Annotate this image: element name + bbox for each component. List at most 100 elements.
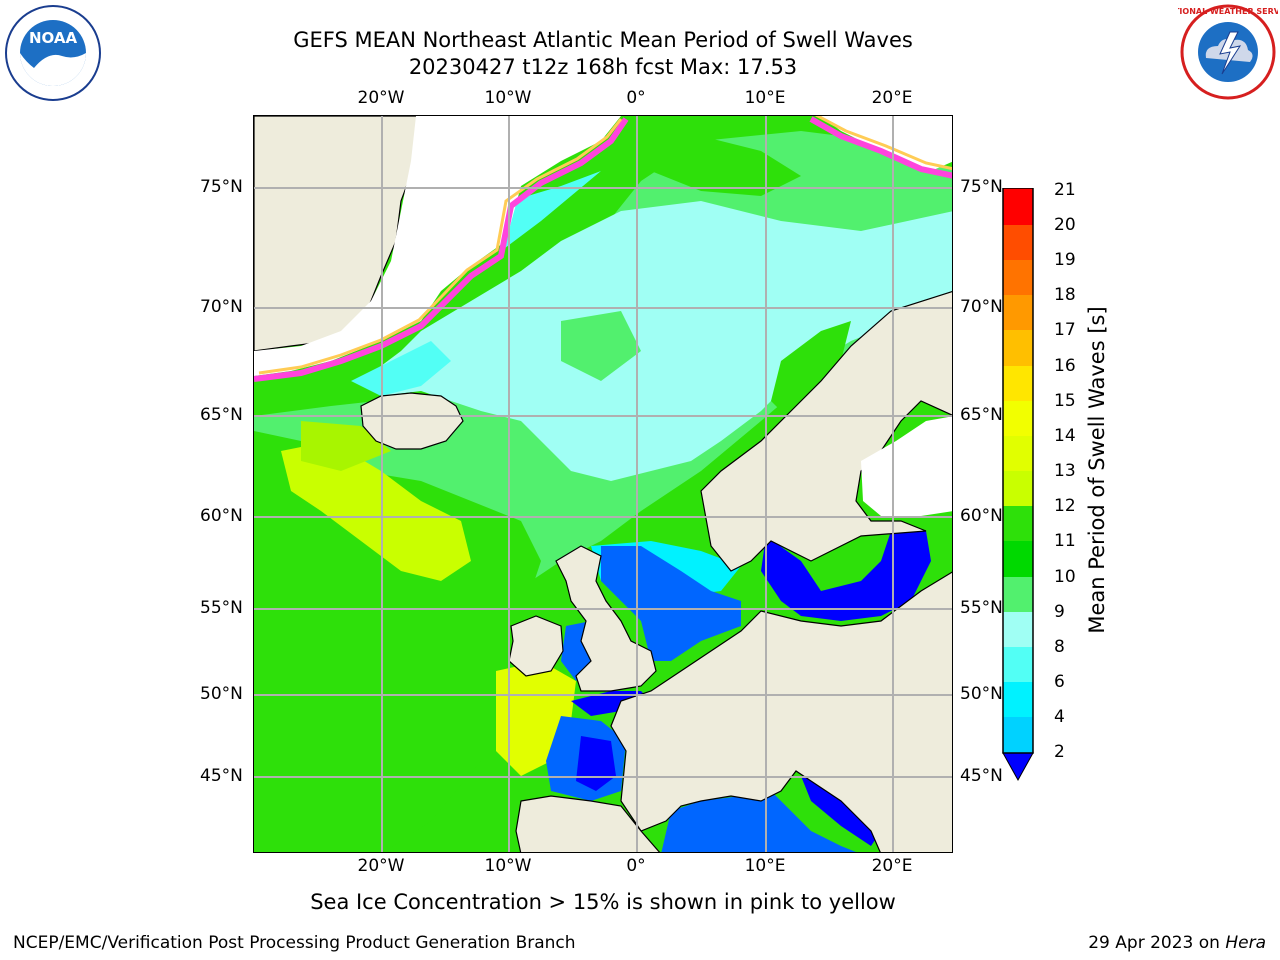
colorbar-label: 11 xyxy=(1054,531,1076,551)
colorbar-swatch xyxy=(1003,541,1033,577)
swell-period-map xyxy=(254,116,952,852)
green-patch-mid xyxy=(561,311,641,381)
colorbar-label: 4 xyxy=(1054,707,1065,727)
cyan-zone-2 xyxy=(351,341,451,396)
lon-tick-top: 10°W xyxy=(484,88,532,108)
colorbar-label: 20 xyxy=(1054,215,1076,235)
nws-logo-text: NATIONAL WEATHER SERVICE xyxy=(1178,7,1278,16)
colorbar-label: 10 xyxy=(1054,567,1076,587)
finland-white xyxy=(861,416,952,516)
colorbar-title: Mean Period of Swell Waves [s] xyxy=(1085,306,1109,634)
colorbar-swatch xyxy=(1003,682,1033,717)
colorbar-swatch xyxy=(1003,401,1033,436)
map-subtitle: 20230427 t12z 168h fcst Max: 17.53 xyxy=(408,55,798,79)
colorbar-label: 12 xyxy=(1054,496,1076,516)
lon-tick-bottom: 10°W xyxy=(484,856,532,876)
colorbar-swatch xyxy=(1003,506,1033,541)
lat-tick-left: 50°N xyxy=(200,684,243,704)
lat-tick-left: 75°N xyxy=(200,177,243,197)
colorbar-label: 8 xyxy=(1054,637,1065,657)
scandinavia-land xyxy=(700,291,952,572)
graticule xyxy=(254,116,952,852)
iberia-land xyxy=(515,795,661,852)
colorbar-swatches xyxy=(1003,188,1033,753)
nws-logo: NATIONAL WEATHER SERVICE xyxy=(1178,4,1278,100)
colorbar-swatch xyxy=(1003,717,1033,753)
map-title: GEFS MEAN Northeast Atlantic Mean Period… xyxy=(293,28,913,52)
yellow-green-field xyxy=(281,441,471,581)
colorbar-swatch xyxy=(1003,188,1033,225)
lat-tick-left: 60°N xyxy=(200,506,243,526)
map-panel xyxy=(253,115,953,853)
colorbar-label: 16 xyxy=(1054,356,1076,376)
europe-mainland xyxy=(610,571,952,852)
lat-tick-right: 55°N xyxy=(960,598,1003,618)
footer-host: Hera xyxy=(1225,933,1266,953)
colorbar-label: 2 xyxy=(1054,742,1065,762)
cyan-zone xyxy=(501,171,601,251)
green-norway-coast xyxy=(771,321,851,421)
mediterranean-blue xyxy=(661,791,856,852)
lat-tick-left: 70°N xyxy=(200,297,243,317)
footer-credit: NCEP/EMC/Verification Post Processing Pr… xyxy=(13,933,576,953)
colorbar-label: 15 xyxy=(1054,391,1076,411)
colorbar-swatch xyxy=(1003,330,1033,366)
colorbar-swatch xyxy=(1003,471,1033,506)
colorbar-underflow-triangle xyxy=(1002,752,1034,782)
svalbard-ice-edge xyxy=(809,116,952,179)
sea-ice-edge-yellow xyxy=(258,118,623,375)
lon-tick-bottom: 20°W xyxy=(357,856,405,876)
ireland-land xyxy=(508,615,564,677)
yellow-green-field-2 xyxy=(301,421,391,471)
lon-tick-top: 10°E xyxy=(744,88,786,108)
great-britain-land xyxy=(555,545,657,692)
lat-tick-right: 45°N xyxy=(960,766,1003,786)
colorbar-label: 14 xyxy=(1054,426,1076,446)
colorbar-label: 17 xyxy=(1054,320,1076,340)
colorbar-outline xyxy=(1002,188,1034,754)
lat-tick-right: 50°N xyxy=(960,684,1003,704)
colorbar-label: 6 xyxy=(1054,672,1065,692)
lon-tick-top: 20°W xyxy=(357,88,405,108)
lat-tick-left: 55°N xyxy=(200,598,243,618)
colorbar-label: 19 xyxy=(1054,250,1076,270)
baltic-sea-blue xyxy=(761,531,931,621)
colorbar-label: 9 xyxy=(1054,602,1065,622)
green-left-field xyxy=(254,431,541,852)
colorbar-label: 18 xyxy=(1054,285,1076,305)
colorbar-swatch xyxy=(1003,612,1033,647)
sea-ice-note: Sea Ice Concentration > 15% is shown in … xyxy=(310,890,896,914)
footer-date: 29 Apr 2023 on Hera xyxy=(1088,933,1266,953)
lat-tick-left: 45°N xyxy=(200,766,243,786)
colorbar-swatch xyxy=(1003,366,1033,401)
colorbar-swatch xyxy=(1003,295,1033,330)
colorbar xyxy=(1002,188,1034,782)
svalbard-ice-edge-yellow xyxy=(815,116,952,171)
adriatic-blue xyxy=(801,776,881,846)
noaa-logo-text: NOAA xyxy=(29,29,78,47)
lon-tick-bottom: 0° xyxy=(626,856,646,876)
colorbar-label: 13 xyxy=(1054,461,1076,481)
lon-tick-bottom: 20°E xyxy=(871,856,913,876)
lat-tick-right: 75°N xyxy=(960,177,1003,197)
lon-tick-bottom: 10°E xyxy=(744,856,786,876)
lon-tick-top: 0° xyxy=(626,88,646,108)
colorbar-label: 21 xyxy=(1054,180,1076,200)
lon-tick-top: 20°E xyxy=(871,88,913,108)
greenland-ice-white xyxy=(254,116,621,376)
iceland-land xyxy=(360,392,464,450)
lat-tick-right: 70°N xyxy=(960,297,1003,317)
lat-tick-right: 60°N xyxy=(960,506,1003,526)
colorbar-swatch xyxy=(1003,577,1033,612)
svalbard-ice-white xyxy=(821,116,952,171)
sea-ice-edge xyxy=(254,117,629,382)
footer-date-text: 29 Apr 2023 on xyxy=(1088,933,1226,953)
colorbar-swatch xyxy=(1003,436,1033,471)
noaa-logo: NOAA xyxy=(5,5,101,101)
lat-tick-right: 65°N xyxy=(960,405,1003,425)
lat-tick-left: 65°N xyxy=(200,405,243,425)
colorbar-swatch xyxy=(1003,260,1033,295)
green-patch-north xyxy=(641,136,801,196)
colorbar-swatch xyxy=(1003,647,1033,682)
colorbar-swatch xyxy=(1003,225,1033,260)
